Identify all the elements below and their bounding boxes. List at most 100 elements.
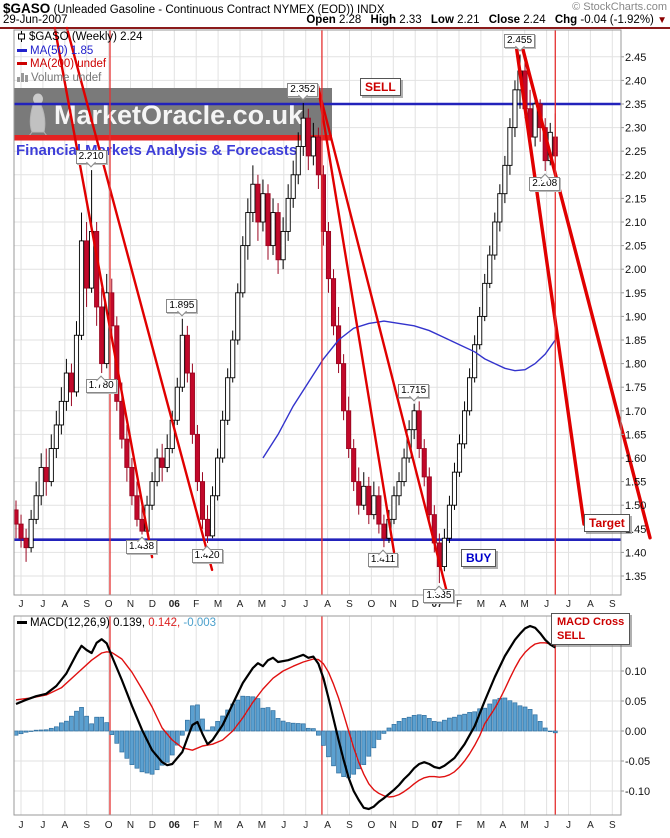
header-divider <box>0 27 670 29</box>
month-axis-label: A <box>587 820 594 831</box>
candle-body <box>341 363 347 412</box>
month-axis-label: F <box>193 820 199 831</box>
month-axis-label: J <box>566 599 571 610</box>
macd-histogram-bar <box>426 718 432 732</box>
price-axis-label: 2.05 <box>625 241 646 253</box>
candle-body <box>250 183 256 214</box>
month-axis-label: F <box>193 599 199 610</box>
candle-body <box>215 457 221 497</box>
candle-body <box>230 339 236 379</box>
month-axis-label: A <box>61 599 68 610</box>
chart-header: © StockCharts.com $GASO (Unleaded Gasoli… <box>3 1 667 16</box>
candle-body <box>189 372 195 435</box>
macd-histogram-bar <box>522 706 528 732</box>
macd-histogram-bar <box>401 718 407 732</box>
watermark-subtitle: Financial Markets Analysis & Forecasts <box>16 142 297 159</box>
macd-histogram-bar <box>265 707 271 732</box>
candle-body <box>194 433 200 483</box>
macd-histogram-bar <box>114 730 120 744</box>
price-axis-label: 2.20 <box>625 170 646 182</box>
macd-histogram-bar <box>79 707 84 732</box>
month-axis-label: S <box>609 820 616 831</box>
price-axis-label: 2.30 <box>625 123 646 135</box>
candle-body <box>456 443 463 473</box>
month-axis-label: O <box>368 599 376 610</box>
month-axis-label: 07 <box>432 599 444 610</box>
legend-ma50-row: MA(50) 1.85 <box>17 45 143 59</box>
macd-histogram-bar <box>53 726 59 732</box>
macd-histogram-bar <box>497 697 503 732</box>
price-axis-label: 2.40 <box>625 75 646 87</box>
candle-body <box>149 481 155 506</box>
oracle-figure-icon <box>33 93 43 105</box>
macd-histogram-bar <box>240 695 246 732</box>
month-axis-label: M <box>477 599 485 610</box>
month-axis-label: D <box>149 599 156 610</box>
macd-histogram-bar <box>331 730 336 767</box>
open-value: 2.28 <box>338 14 362 26</box>
macd-histogram-bar <box>139 730 145 773</box>
candle-body <box>28 518 34 549</box>
candle-body <box>124 438 130 468</box>
candle-body <box>467 377 473 412</box>
candle-body <box>492 221 498 256</box>
price-axis-label: 1.45 <box>625 524 646 536</box>
macd-histogram-bar <box>64 720 69 732</box>
candle-body <box>119 400 125 440</box>
candle-body <box>63 372 69 402</box>
macd-histogram-bar <box>179 730 185 736</box>
month-axis-label: A <box>499 820 506 831</box>
macd-axis-label: -0.10 <box>625 786 650 798</box>
candle-body <box>295 146 301 176</box>
macd-histogram-bar <box>129 730 135 765</box>
macd-histogram-bar <box>154 730 160 771</box>
candle-body <box>300 117 306 147</box>
candle-body <box>265 193 271 247</box>
macd-histogram-bar <box>376 730 382 740</box>
ohlc-quote: Open 2.28 High 2.33 Low 2.21 Close 2.24 … <box>300 14 667 26</box>
price-axis-label: 1.70 <box>625 406 646 418</box>
candle-body <box>351 448 357 483</box>
macd-histogram-bar <box>74 710 79 732</box>
macd-histogram-bar <box>270 710 276 732</box>
month-axis-label: S <box>83 820 90 831</box>
candle-body <box>68 372 74 393</box>
candle-body <box>512 89 518 129</box>
trendline <box>53 26 154 559</box>
month-axis-label: M <box>258 599 266 610</box>
macd-histogram-bar <box>406 716 412 732</box>
candle-body <box>532 103 538 138</box>
macd-histogram-bar <box>366 730 372 757</box>
trendline <box>514 42 586 526</box>
candle-body <box>184 334 190 374</box>
month-axis-label: J <box>281 820 286 831</box>
candle-body <box>381 523 387 539</box>
macd-histogram-bar <box>487 703 493 732</box>
candle-body <box>240 245 246 294</box>
macd-label: MACD(12,26,9) 0.139, <box>30 617 146 629</box>
price-axis-label: 1.95 <box>625 288 646 300</box>
macd-histogram-bar <box>361 730 367 765</box>
macd-histogram-bar <box>492 699 498 732</box>
candle-body <box>18 523 24 539</box>
macd-histogram-bar <box>467 712 472 732</box>
month-axis-label: J <box>544 599 549 610</box>
macd-histogram-bar <box>512 702 518 732</box>
candle-body <box>507 127 513 166</box>
macd-histogram-bar <box>235 699 241 732</box>
legend-ma50-label: MA(50) 1.85 <box>30 44 94 57</box>
macd-histogram-bar <box>290 722 296 732</box>
candlestick-icon <box>18 31 25 43</box>
month-axis-label: J <box>40 599 45 610</box>
month-axis-label: N <box>390 820 397 831</box>
macd-histogram-bar <box>311 728 316 732</box>
macd-histogram-bar <box>23 730 29 733</box>
macd-histogram-bar <box>396 721 402 732</box>
macd-histogram-bar <box>411 715 417 732</box>
price-axis-label: 2.25 <box>625 146 646 158</box>
close-value: 2.24 <box>523 14 546 26</box>
candle-body <box>356 481 362 506</box>
trendline <box>316 84 451 602</box>
macd-histogram-bar <box>255 698 261 732</box>
